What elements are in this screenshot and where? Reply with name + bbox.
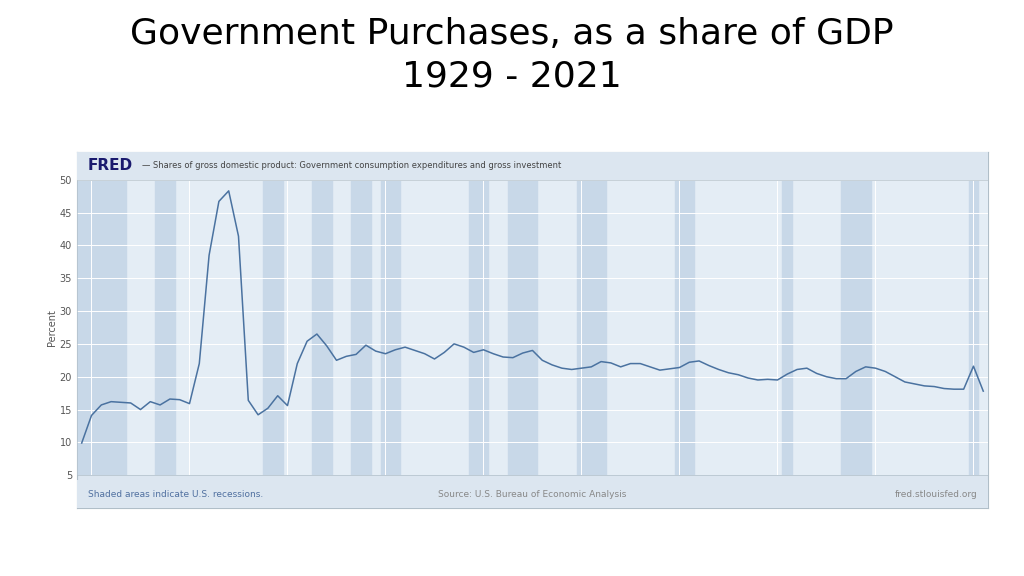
Bar: [469, 180, 488, 475]
Bar: [675, 180, 694, 475]
Bar: [263, 180, 283, 475]
Bar: [577, 180, 587, 475]
Bar: [587, 180, 606, 475]
Bar: [351, 180, 371, 475]
Text: Shaded areas indicate U.S. recessions.: Shaded areas indicate U.S. recessions.: [88, 490, 263, 499]
Bar: [969, 180, 978, 475]
Bar: [782, 180, 793, 475]
Bar: [312, 180, 332, 475]
Bar: [841, 180, 870, 475]
Bar: [156, 180, 175, 475]
Text: Government Purchases, as a share of GDP
1929 - 2021: Government Purchases, as a share of GDP …: [130, 17, 894, 93]
Bar: [508, 180, 538, 475]
Text: fred.stlouisfed.org: fred.stlouisfed.org: [895, 490, 977, 499]
Y-axis label: Percent: Percent: [47, 309, 56, 346]
Bar: [381, 180, 400, 475]
Text: FRED: FRED: [88, 158, 133, 173]
Text: — Shares of gross domestic product: Government consumption expenditures and gros: — Shares of gross domestic product: Gove…: [142, 161, 562, 170]
Bar: [77, 180, 126, 475]
Text: Source: U.S. Bureau of Economic Analysis: Source: U.S. Bureau of Economic Analysis: [438, 490, 627, 499]
